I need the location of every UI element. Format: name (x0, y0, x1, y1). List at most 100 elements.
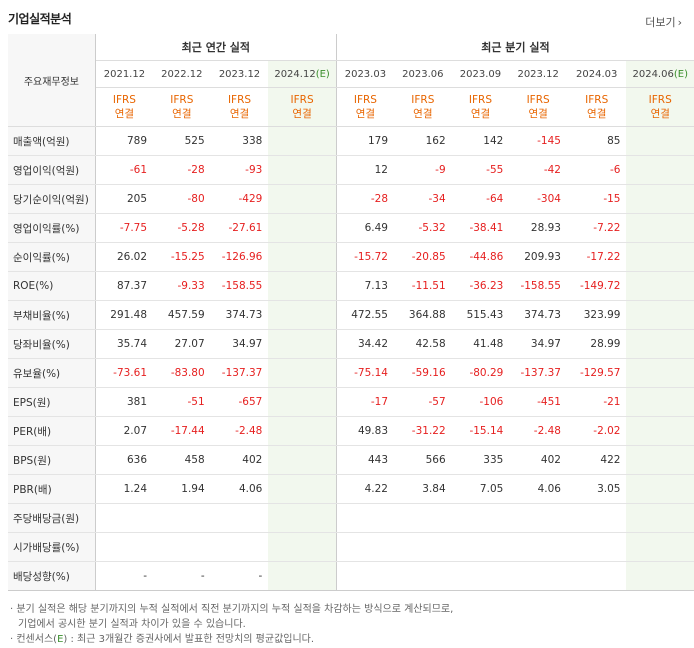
footnote-3: · 컨센서스(E) : 최근 3개월간 증권사에서 발표한 전망치의 평균값입니… (10, 634, 315, 645)
table-row: 부채비율(%) 291.48 457.59 374.73 472.55 364.88 515… (8, 300, 694, 330)
table-cell (268, 329, 337, 359)
table-cell: 179 (336, 126, 394, 156)
table-cell: -93 (210, 155, 269, 185)
table-cell (626, 271, 694, 301)
table-cell: -44.86 (451, 242, 510, 272)
table-cell: -27.61 (210, 213, 269, 243)
table-cell: 338 (210, 126, 269, 156)
table-cell (268, 358, 337, 388)
table-cell: -73.61 (95, 358, 154, 388)
table-cell: -36.23 (451, 271, 510, 301)
table-cell (268, 416, 337, 446)
row-label: 유보율(%) (8, 358, 96, 388)
table-cell: 142 (451, 126, 510, 156)
table-cell: -64 (451, 184, 510, 214)
ifrs-row: IFRS 연결 IFRS 연결 IFRS 연결 IFRS 연결 IFRS 연결 IFRS 연결 IFRS… (8, 87, 694, 127)
table-cell: 1.24 (95, 474, 154, 504)
period-header: 2022.12 (153, 60, 211, 88)
table-cell: -15.14 (451, 416, 510, 446)
table-cell: -2.48 (210, 416, 269, 446)
table-cell: 34.97 (509, 329, 567, 359)
table-cell (626, 532, 694, 562)
table-cell: 7.13 (336, 271, 394, 301)
table-cell: 1.94 (153, 474, 211, 504)
table-cell (626, 329, 694, 359)
row-label: EPS(원) (8, 387, 96, 417)
table-cell (626, 503, 694, 533)
ifrs-label: IFRS 연결 (451, 87, 510, 127)
table-cell (268, 445, 337, 475)
table-cell: -137.37 (509, 358, 567, 388)
table-row: EPS(원) 381 -51 -657 -17 -57 -106 -451 -21 (8, 387, 694, 417)
table-cell: -42 (509, 155, 567, 185)
table-cell: 443 (336, 445, 394, 475)
table-cell (451, 503, 510, 533)
table-row: 영업이익(억원) -61 -28 -93 12 -9 -55 -42 -6 (8, 155, 694, 185)
table-cell: -20.85 (394, 242, 452, 272)
table-cell: 26.02 (95, 242, 154, 272)
table-row: 배당성향(%) - - - (8, 561, 694, 591)
table-cell (626, 561, 694, 591)
table-cell (394, 561, 452, 591)
table-row: 순이익률(%) 26.02 -15.25 -126.96 -15.72 -20.85 -44… (8, 242, 694, 272)
table-cell (626, 184, 694, 214)
ifrs-label: IFRS 연결 (268, 87, 337, 127)
table-cell: 515.43 (451, 300, 510, 330)
chevron-right-icon: › (677, 16, 682, 29)
period-header: 2024.03 (566, 60, 627, 88)
table-cell (626, 387, 694, 417)
table-cell: 42.58 (394, 329, 452, 359)
table-cell: -106 (451, 387, 510, 417)
table-cell: 789 (95, 126, 154, 156)
table-cell (95, 532, 154, 562)
table-cell: 28.99 (566, 329, 627, 359)
table-cell: -80 (153, 184, 211, 214)
table-cell: 41.48 (451, 329, 510, 359)
table-cell: -28 (153, 155, 211, 185)
table-cell: -7.75 (95, 213, 154, 243)
period-header: 2024.06(E) (626, 60, 694, 88)
table-cell: -38.41 (451, 213, 510, 243)
table-cell (153, 503, 211, 533)
row-label: 배당성향(%) (8, 561, 96, 591)
period-header: 2023.09 (451, 60, 510, 88)
table-row: 당기순이익(억원) 205 -80 -429 -28 -34 -64 -304 -15 (8, 184, 694, 214)
table-cell: 7.05 (451, 474, 510, 504)
table-cell: 402 (509, 445, 567, 475)
table-row: PBR(배) 1.24 1.94 4.06 4.22 3.84 7.05 4.06 3.05 (8, 474, 694, 504)
table-cell (509, 503, 567, 533)
table-cell (626, 358, 694, 388)
financial-table: 주요재무정보 최근 연간 실적 최근 분기 실적 2021.12 2022.12 2… (8, 34, 694, 591)
table-cell: 3.84 (394, 474, 452, 504)
table-cell: -657 (210, 387, 269, 417)
table-cell (268, 474, 337, 504)
period-header: 2023.03 (336, 60, 394, 88)
table-cell (394, 503, 452, 533)
table-cell (336, 532, 394, 562)
estimate-marker: (E) (673, 68, 688, 80)
table-cell: -80.29 (451, 358, 510, 388)
row-label: BPS(원) (8, 445, 96, 475)
row-label: 영업이익(억원) (8, 155, 96, 185)
table-cell: 4.06 (509, 474, 567, 504)
table-cell: -9.33 (153, 271, 211, 301)
row-label: 영업이익률(%) (8, 213, 96, 243)
table-cell: -5.32 (394, 213, 452, 243)
table-cell: 364.88 (394, 300, 452, 330)
period-header: 2023.12 (509, 60, 567, 88)
table-cell: - (95, 561, 154, 591)
row-label: 당좌비율(%) (8, 329, 96, 359)
table-cell: -451 (509, 387, 567, 417)
table-row: 유보율(%) -73.61 -83.80 -137.37 -75.14 -59.16 -80… (8, 358, 694, 388)
table-row: 시가배당률(%) (8, 532, 694, 562)
table-cell (336, 561, 394, 591)
table-cell (509, 532, 567, 562)
table-cell: -9 (394, 155, 452, 185)
more-label: 더보기 (645, 16, 676, 29)
table-cell: 34.42 (336, 329, 394, 359)
more-link[interactable]: 더보기 › (645, 14, 682, 30)
table-cell (626, 242, 694, 272)
table-cell: -15 (566, 184, 627, 214)
table-cell: -17.22 (566, 242, 627, 272)
